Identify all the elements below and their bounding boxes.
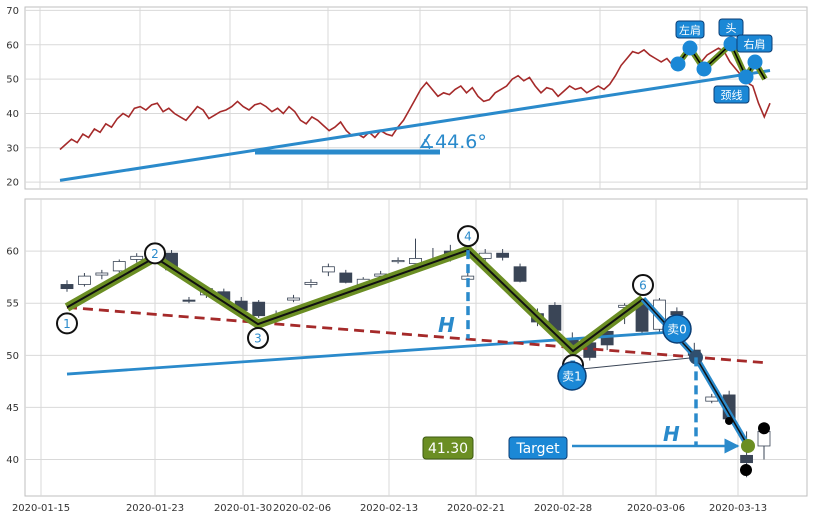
top-y-tick-label: 40 [6,109,19,120]
x-tick-label: 2020-03-06 [627,503,685,514]
pattern-point-label: 1 [63,317,71,331]
height-marker-label: H [438,313,455,337]
pattern-point-marker [457,225,479,248]
candle [740,454,753,464]
candle [304,281,318,285]
bottom-y-tick-label: 40 [6,455,19,466]
pattern-line [66,248,644,353]
hs-label: 头 [726,22,737,35]
hs-label: 左肩 [679,23,701,37]
sell-connector [572,356,697,371]
hs-label-badge [736,34,773,53]
detail-trendline [66,329,681,376]
hs-pattern-point [747,54,763,70]
hs-pattern-point [696,61,712,77]
candle [409,257,422,265]
hs-label-badge [718,18,744,37]
top-y-tick-label: 70 [6,6,19,17]
pattern-point-marker [56,312,78,335]
hs-label: 颈线 [721,88,743,102]
pattern-point-label: 6 [639,279,647,293]
bottom-y-tick-label: 45 [6,403,19,414]
hs-label: 右肩 [744,37,766,51]
hs-label-badge [713,85,750,104]
pattern-point-marker [632,274,654,297]
hs-pattern-point [682,40,698,56]
x-tick-label: 2020-03-13 [709,503,767,514]
hs-pattern-point [723,36,739,52]
candle [287,297,300,301]
target-marker [741,438,755,453]
sell0-badge [662,314,692,344]
candle [339,272,353,283]
x-tick-label: 2020-02-21 [447,503,505,514]
pattern-point-marker [247,327,269,350]
top-y-tick-label: 20 [6,178,19,189]
candle [78,275,91,285]
bottom-y-tick-label: 60 [6,247,19,258]
sell1-label: 卖1 [562,370,582,384]
candle [60,284,74,290]
top-y-tick-label: 30 [6,143,19,154]
candle [252,301,266,317]
target-badge [508,436,568,460]
pattern-point-marker [144,242,166,265]
x-tick-label: 2020-01-23 [126,503,184,514]
close-marker [758,422,770,435]
x-tick-label: 2020-01-15 [12,503,70,514]
candle [705,396,719,402]
hs-pattern-point [738,69,754,85]
x-tick-label: 2020-02-06 [273,503,331,514]
target-value: 41.30 [428,441,468,457]
drop-marker [725,416,733,425]
candle [321,266,335,273]
candle [112,261,126,272]
x-tick-label: 2020-02-28 [534,503,592,514]
top-trendline [59,69,771,182]
x-tick-label: 2020-01-30 [214,503,272,514]
candle [130,255,144,260]
sell1-badge [557,361,587,391]
pattern-point-label: 3 [254,332,262,346]
sell0-label: 卖0 [667,323,687,337]
height-marker-label-2: H [663,422,680,446]
top-y-tick-label: 50 [6,75,19,86]
target-label: Target [515,441,560,457]
angle-label: ∡44.6° [418,131,487,153]
hs-label-badge [675,20,705,39]
candle [496,252,510,258]
target-value-badge [422,436,474,460]
candle [391,260,405,263]
bottom-y-tick-label: 55 [6,299,19,310]
pattern-point-label: 4 [464,230,472,244]
low-marker [740,463,752,476]
x-tick-label: 2020-02-13 [360,503,418,514]
top-y-tick-label: 60 [6,40,19,51]
candle [513,266,527,282]
candle [95,272,109,276]
price-line [59,47,771,151]
candle [670,311,684,316]
candle [182,299,196,302]
pattern-point-label: 2 [151,247,159,261]
bottom-y-tick-label: 50 [6,351,19,362]
hs-pattern-point [670,56,686,72]
neckline [66,305,765,365]
